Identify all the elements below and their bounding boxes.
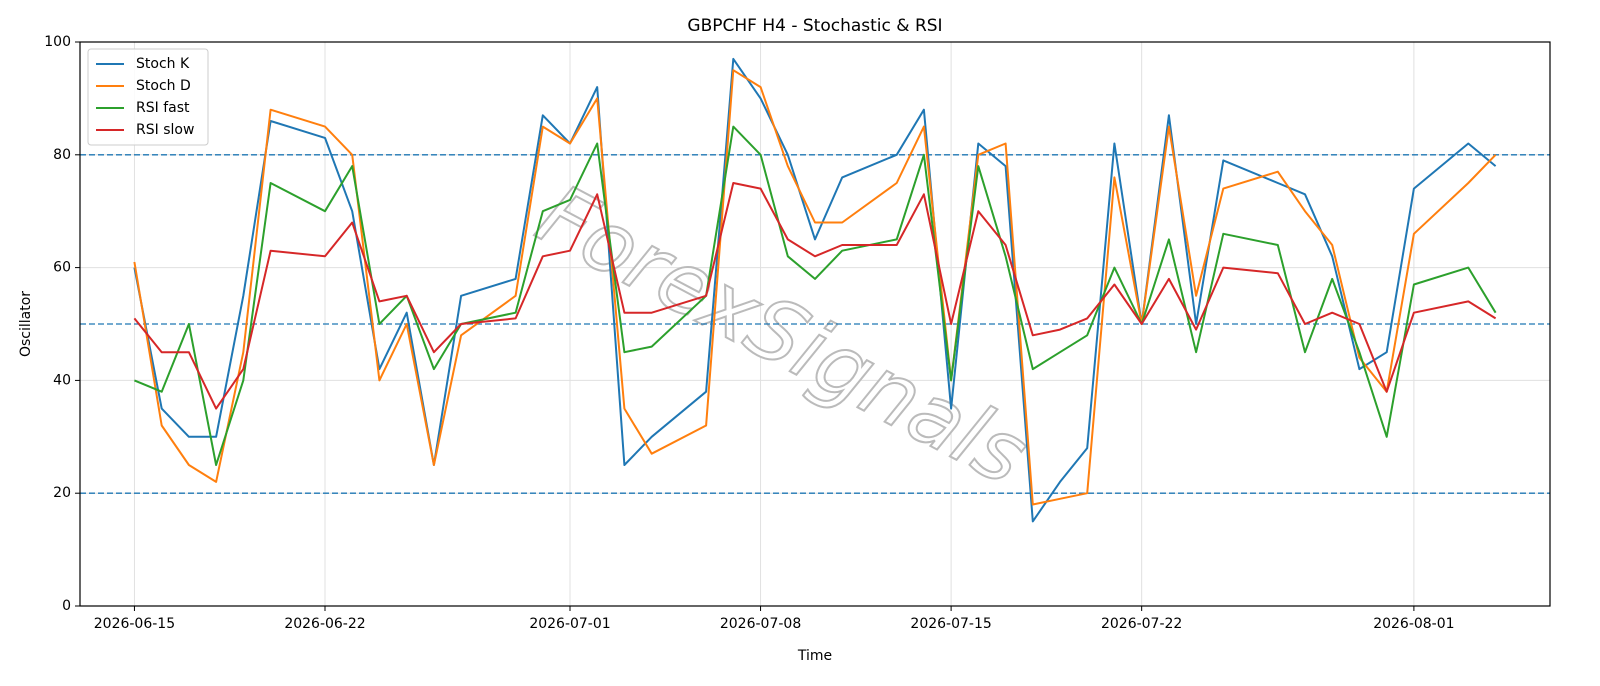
legend-label: RSI slow (136, 122, 194, 138)
legend-label: Stoch D (136, 78, 191, 94)
x-tick-label: 2026-06-22 (284, 616, 365, 632)
watermark: ForexSignals (523, 165, 1044, 504)
chart-title: GBPCHF H4 - Stochastic & RSI (687, 16, 942, 36)
y-tick-label: 60 (53, 260, 71, 276)
series-line (134, 125, 1497, 466)
y-tick-label: 100 (44, 34, 71, 50)
x-tick-label: 2026-06-15 (94, 616, 175, 632)
series-line (133, 57, 1497, 523)
plot-frame (79, 41, 1551, 607)
x-tick-label: 2026-07-15 (910, 616, 991, 632)
x-tick-label: 2026-07-01 (529, 616, 610, 632)
x-axis-label: Time (797, 648, 832, 664)
y-axis-label: Oscillator (18, 291, 34, 357)
x-tick-label: 2026-07-08 (720, 616, 801, 632)
x-tick-label: 2026-08-01 (1373, 616, 1454, 632)
y-tick-label: 0 (62, 598, 71, 614)
legend-label: RSI fast (136, 100, 190, 116)
x-tick-label: 2026-07-22 (1101, 616, 1182, 632)
series-line (133, 69, 1497, 506)
y-tick-label: 80 (53, 147, 71, 163)
legend-label: Stoch K (136, 56, 190, 72)
series-line (133, 182, 1497, 410)
legend-box (87, 48, 209, 146)
y-tick-label: 20 (53, 485, 71, 501)
y-tick-label: 40 (53, 372, 71, 388)
